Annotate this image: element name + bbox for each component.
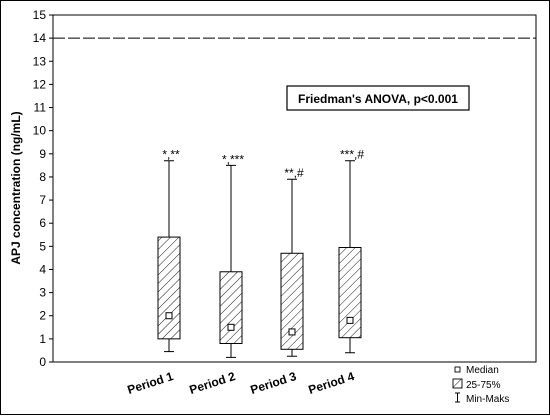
- significance-annotation: *,***: [222, 152, 244, 166]
- y-tick-label: 2: [39, 309, 46, 323]
- legend-box-symbol: [452, 378, 463, 389]
- y-tick-label: 5: [39, 239, 46, 253]
- box-1: *,**: [157, 148, 181, 353]
- median-marker: [288, 328, 296, 336]
- y-tick-label: 8: [39, 170, 46, 184]
- box-3: **,#: [280, 166, 304, 357]
- y-tick-label: 4: [39, 262, 46, 276]
- iqr-box: [280, 252, 304, 350]
- box-4: ***,#: [338, 148, 364, 354]
- legend-whisker-symbol: [455, 392, 460, 403]
- y-tick-label: 6: [39, 216, 46, 230]
- y-tick-label: 7: [39, 193, 46, 207]
- box-2: *,***: [219, 152, 244, 358]
- y-tick-label: 12: [33, 77, 47, 91]
- boxes-layer: *,** *,*** **,# ***,#: [157, 148, 364, 358]
- y-tick-label: 1: [39, 332, 46, 346]
- median-marker: [227, 323, 235, 331]
- y-tick-label: 15: [33, 8, 47, 22]
- test-label-box: Friedman's ANOVA, p<0.001: [286, 85, 470, 111]
- y-tick-label: 0: [39, 355, 46, 369]
- legend: Median 25-75% Min-Maks: [452, 365, 509, 405]
- iqr-box: [157, 236, 181, 340]
- test-label: Friedman's ANOVA, p<0.001: [298, 92, 458, 106]
- legend-whisker-label: Min-Maks: [466, 394, 509, 405]
- significance-annotation: ***,#: [340, 148, 364, 162]
- median-marker: [165, 312, 173, 320]
- significance-annotation: **,#: [284, 166, 304, 180]
- median-marker: [346, 316, 354, 324]
- legend-median-symbol: [454, 366, 461, 373]
- y-tick-label: 3: [39, 286, 46, 300]
- y-axis-label: APJ concentration (ng/mL): [9, 111, 23, 264]
- iqr-box: [338, 246, 362, 339]
- legend-box-label: 25-75%: [466, 380, 501, 391]
- y-tick-label: 11: [34, 101, 47, 115]
- y-tick-label: 13: [33, 54, 47, 68]
- y-tick-label: 10: [33, 124, 47, 138]
- significance-annotation: *,**: [162, 148, 180, 162]
- iqr-box: [219, 271, 243, 344]
- legend-median-label: Median: [466, 365, 499, 376]
- y-tick-label: 14: [33, 31, 47, 45]
- y-tick-label: 9: [39, 147, 46, 161]
